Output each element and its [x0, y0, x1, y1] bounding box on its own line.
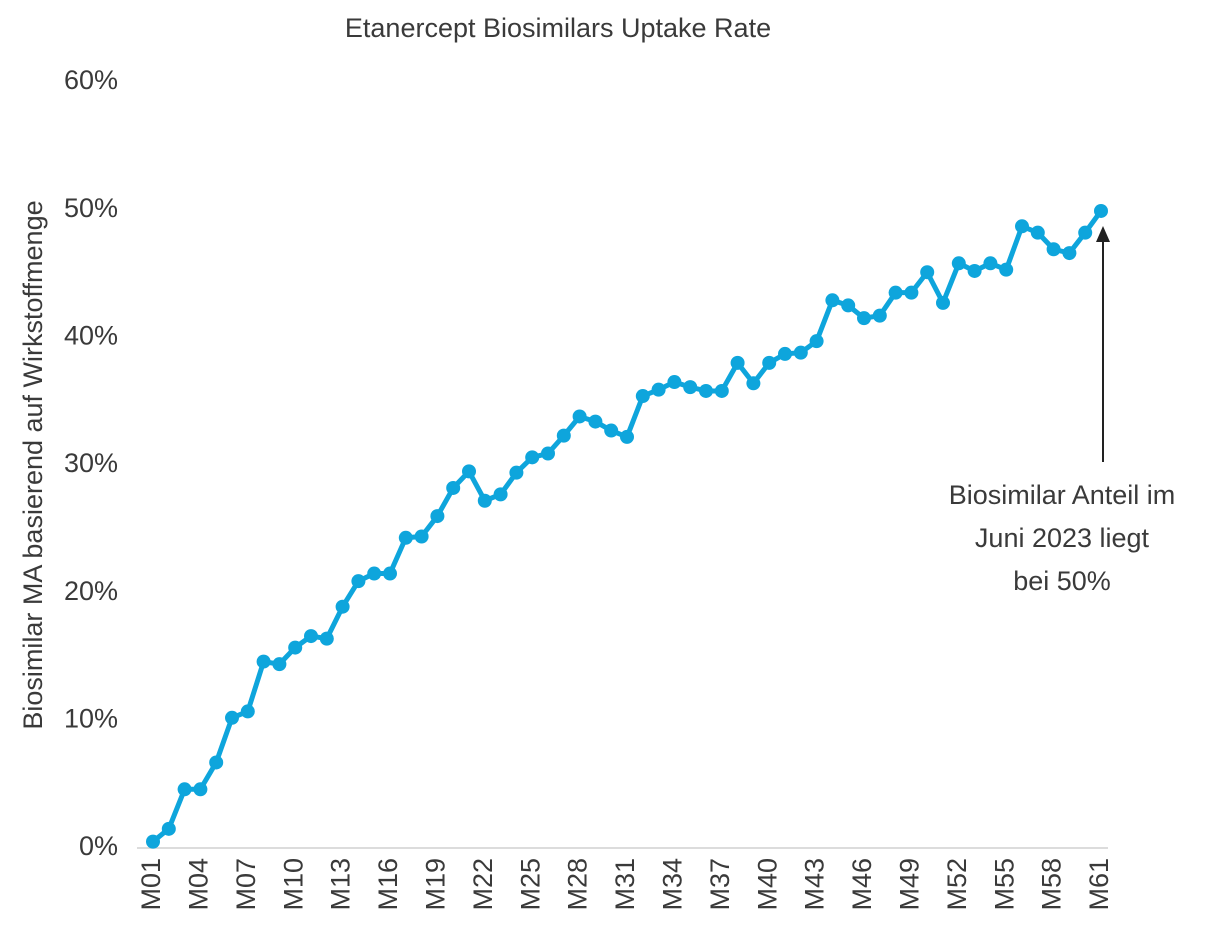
x-tick-label: M55	[989, 858, 1019, 911]
data-point	[588, 414, 603, 429]
y-tick-label: 60%	[64, 65, 118, 95]
x-tick-label: M43	[800, 858, 830, 911]
x-tick-label: M28	[563, 858, 593, 911]
data-point	[193, 782, 208, 797]
annotation: bei 50%	[1013, 566, 1111, 596]
data-point	[920, 265, 935, 280]
data-point	[857, 311, 871, 326]
annotation: Juni 2023 liegt	[975, 523, 1150, 553]
data-point	[351, 574, 366, 589]
data-point	[620, 429, 634, 444]
data-point	[462, 464, 476, 479]
data-point	[414, 529, 429, 544]
x-tick-label: M40	[752, 858, 782, 911]
y-tick-label: 50%	[64, 193, 118, 223]
y-tick-label: 40%	[64, 320, 118, 350]
data-point	[904, 285, 919, 300]
data-point	[367, 566, 382, 581]
x-tick-label: M25	[515, 858, 545, 911]
series-line	[151, 209, 1104, 844]
data-point	[1015, 219, 1029, 234]
data-point	[1046, 242, 1061, 257]
data-point	[762, 355, 777, 370]
x-tick-label: M13	[326, 858, 356, 911]
data-point	[304, 629, 318, 644]
arrow-head	[1096, 226, 1110, 242]
data-point	[525, 450, 540, 465]
data-point	[256, 654, 271, 669]
x-tick-label: M49	[895, 858, 925, 911]
annotation: Biosimilar Anteil im	[949, 480, 1176, 510]
data-point	[841, 298, 856, 313]
data-point	[209, 755, 224, 770]
y-tick-label: 10%	[64, 703, 118, 733]
data-point	[1094, 203, 1108, 218]
data-point	[1030, 225, 1045, 240]
data-point	[572, 409, 587, 424]
data-point	[383, 566, 397, 581]
x-tick-label: M31	[610, 858, 640, 911]
data-point	[999, 262, 1014, 277]
x-tick-label: M37	[705, 858, 735, 911]
x-tick-label: M46	[847, 858, 877, 911]
x-tick-label: M10	[278, 858, 308, 911]
data-point	[335, 599, 350, 614]
data-point	[1078, 225, 1093, 240]
y-tick-label: 20%	[64, 576, 118, 606]
data-point	[888, 285, 903, 300]
data-point	[635, 389, 650, 404]
data-point	[683, 380, 698, 395]
x-tick-label: M19	[421, 858, 451, 911]
data-point	[161, 821, 176, 836]
data-point	[778, 346, 792, 361]
data-point	[509, 465, 524, 480]
data-point	[398, 530, 413, 545]
data-point	[699, 383, 713, 398]
data-point	[951, 256, 966, 271]
y-tick-label: 0%	[79, 831, 118, 861]
x-tick-label: M58	[1037, 858, 1067, 911]
data-point	[446, 480, 461, 495]
data-point	[177, 782, 192, 797]
x-tick-label: M04	[184, 858, 214, 911]
x-tick-label: M16	[373, 858, 403, 911]
data-point	[730, 355, 745, 370]
y-axis-label: Biosimilar MA basierend auf Wirkstoffmen…	[18, 200, 48, 729]
data-point	[936, 295, 950, 310]
data-point	[967, 263, 982, 278]
data-point	[746, 376, 761, 391]
chart-title: Etanercept Biosimilars Uptake Rate	[345, 13, 771, 43]
data-point	[146, 834, 160, 849]
x-tick-label: M07	[231, 858, 261, 911]
x-tick-label: M34	[658, 858, 688, 911]
data-point	[319, 631, 334, 646]
data-point	[430, 509, 445, 524]
data-point	[225, 710, 239, 725]
data-point	[240, 704, 255, 719]
data-point	[809, 334, 824, 349]
data-point	[1062, 246, 1077, 261]
data-point	[477, 493, 492, 508]
data-point	[793, 345, 808, 360]
data-point	[541, 446, 555, 461]
data-point	[272, 657, 287, 672]
y-tick-label: 30%	[64, 448, 118, 478]
x-tick-label: M01	[136, 858, 166, 911]
data-point	[556, 428, 571, 443]
data-point	[651, 382, 666, 397]
x-tick-label: M22	[468, 858, 498, 911]
x-tick-label: M61	[1084, 858, 1114, 911]
x-tick-label: M52	[942, 858, 972, 911]
data-point	[604, 423, 619, 438]
data-point	[714, 383, 729, 398]
data-point	[872, 308, 887, 323]
data-point	[825, 293, 840, 308]
data-point	[493, 487, 508, 502]
data-point	[288, 640, 303, 655]
data-point	[983, 256, 998, 271]
data-point	[667, 375, 682, 390]
